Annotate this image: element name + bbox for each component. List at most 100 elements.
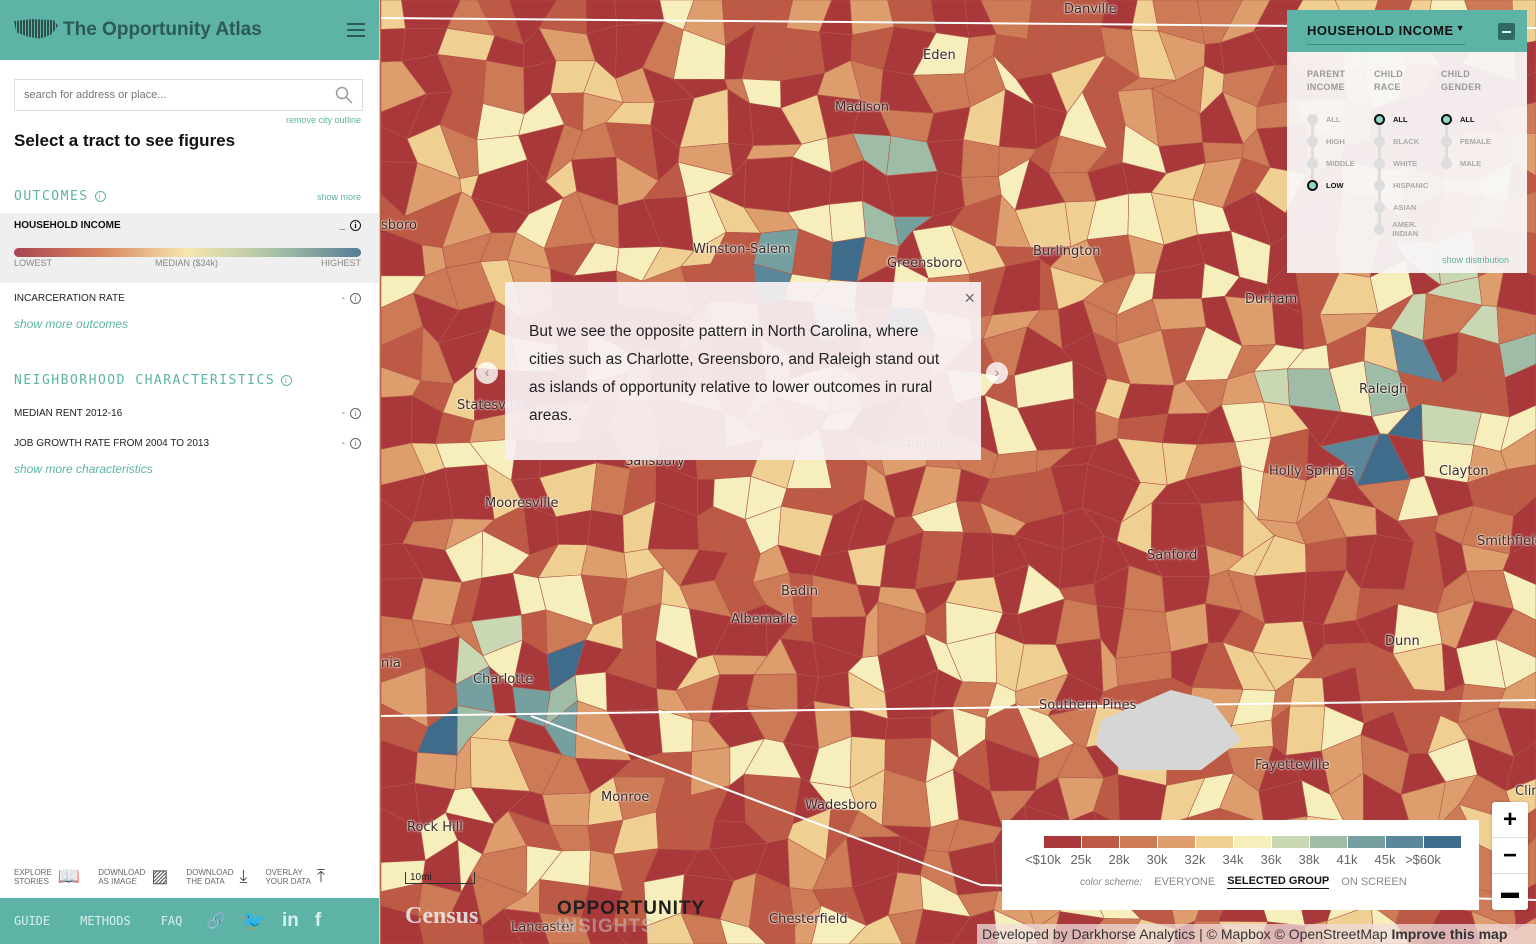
census-tract[interactable] [541, 792, 591, 826]
census-tract[interactable] [1500, 404, 1536, 453]
download-data-button[interactable]: DOWNLOAD THE DATA ⤓ [186, 866, 248, 886]
faq-link[interactable]: FAQ [160, 914, 183, 928]
slider-track[interactable] [1378, 116, 1381, 226]
close-icon[interactable]: × [964, 288, 975, 308]
filter-option[interactable]: ALL [1441, 108, 1508, 130]
census-tract[interactable] [961, 139, 1000, 178]
census-tract[interactable] [417, 915, 457, 944]
job-growth-item[interactable]: JOB GROWTH RATE FROM 2004 TO 2013 - i [0, 428, 379, 458]
show-more-characteristics-link[interactable]: show more characteristics [14, 462, 153, 476]
census-tract[interactable] [794, 904, 822, 944]
improve-map-link[interactable]: Improve this map [1391, 926, 1508, 942]
filter-option[interactable]: WHITE [1374, 152, 1441, 174]
outcome-dropdown[interactable]: HOUSEHOLD INCOME ▼ [1307, 23, 1465, 45]
census-tract[interactable] [1495, 638, 1536, 689]
census-tract[interactable] [748, 926, 796, 944]
info-icon[interactable]: i [350, 437, 361, 449]
zoom-out-button[interactable]: − [1492, 838, 1528, 874]
census-tract[interactable] [680, 912, 728, 944]
census-tract[interactable] [743, 156, 793, 213]
census-tract[interactable] [1505, 742, 1536, 792]
filter-option[interactable]: MIDDLE [1307, 152, 1374, 174]
census-tract[interactable] [646, 912, 695, 944]
census-tract[interactable] [884, 717, 932, 740]
census-tract[interactable] [611, 924, 648, 944]
hamburger-menu-icon[interactable] [347, 23, 365, 37]
download-image-button[interactable]: DOWNLOAD AS IMAGE ▨ [98, 866, 169, 886]
collapse-icon[interactable]: _ [339, 220, 345, 231]
filter-option[interactable]: MALE [1441, 152, 1508, 174]
census-tract[interactable] [1504, 363, 1536, 418]
census-tract[interactable] [1115, 608, 1172, 660]
census-tract[interactable] [580, 916, 627, 944]
census-tract[interactable] [1509, 496, 1536, 555]
previous-arrow-icon[interactable]: ‹ [476, 362, 498, 384]
filter-option[interactable]: AMER. INDIAN [1374, 218, 1441, 240]
census-tract[interactable] [930, 0, 970, 39]
scheme-on-screen[interactable]: ON SCREEN [1341, 876, 1407, 888]
census-tract[interactable] [1495, 608, 1536, 658]
info-icon[interactable]: i [94, 191, 106, 202]
link-icon[interactable]: 🔗 [206, 913, 227, 930]
census-tract[interactable] [1496, 306, 1536, 345]
filter-option[interactable]: FEMALE [1441, 130, 1508, 152]
info-icon[interactable]: i [350, 292, 361, 304]
census-tract[interactable] [1152, 298, 1207, 331]
guide-link[interactable]: GUIDE [14, 914, 51, 928]
census-tract[interactable] [538, 912, 592, 944]
census-tract[interactable] [811, 905, 867, 944]
filter-option[interactable]: ALL [1307, 108, 1374, 130]
incarceration-rate-item[interactable]: INCARCERATION RATE - i [0, 283, 379, 313]
scheme-selected-group[interactable]: SELECTED GROUP [1227, 875, 1330, 889]
census-tract[interactable] [1497, 707, 1536, 758]
census-tract[interactable] [614, 0, 665, 26]
linkedin-icon[interactable]: in [281, 910, 299, 931]
census-tract[interactable] [444, 464, 495, 520]
filter-option[interactable]: ASIAN [1374, 196, 1441, 218]
filter-option[interactable]: HIGH [1307, 130, 1374, 152]
scheme-everyone[interactable]: EVERYONE [1154, 876, 1216, 888]
filter-option[interactable]: HISPANIC [1374, 174, 1441, 196]
info-icon[interactable]: i [350, 220, 361, 231]
minimize-button[interactable] [1498, 22, 1515, 40]
us-reset-view-icon[interactable]: ▬ [1501, 882, 1519, 902]
slider-track[interactable] [1311, 116, 1314, 182]
census-tract[interactable] [719, 918, 767, 944]
facebook-icon[interactable]: f [314, 910, 322, 931]
median-rent-item[interactable]: MEDIAN RENT 2012-16 - i [0, 398, 379, 428]
filter-option[interactable]: BLACK [1374, 130, 1441, 152]
search-input[interactable] [24, 89, 335, 101]
filter-option[interactable]: ALL [1374, 108, 1441, 130]
explore-stories-button[interactable]: EXPLORE STORIES 📖 [14, 866, 81, 886]
census-tract[interactable] [448, 917, 485, 944]
twitter-icon[interactable]: 🐦 [242, 911, 266, 932]
next-arrow-icon[interactable]: › [986, 362, 1008, 384]
census-tract[interactable] [381, 905, 425, 944]
census-tract[interactable] [1506, 464, 1536, 517]
info-icon[interactable]: i [350, 407, 361, 419]
show-more-outcomes-link[interactable]: show more outcomes [14, 317, 129, 331]
census-tract[interactable] [1502, 569, 1536, 621]
show-more-link[interactable]: show more [316, 191, 361, 202]
methods-link[interactable]: METHODS [80, 914, 131, 928]
census-tract[interactable] [887, 908, 924, 944]
census-tract[interactable] [1289, 677, 1326, 707]
overlay-data-button[interactable]: OVERLAY YOUR DATA ⤒ [265, 866, 325, 886]
remove-city-outline-link[interactable]: remove city outline [285, 115, 361, 125]
search-icon[interactable] [335, 86, 353, 104]
census-tract[interactable] [780, 27, 826, 82]
census-tract[interactable] [886, 170, 938, 217]
census-tract[interactable] [1500, 429, 1536, 470]
census-tract[interactable] [381, 28, 406, 63]
census-tract[interactable] [381, 395, 413, 450]
census-tract[interactable] [915, 908, 972, 944]
census-tract[interactable] [828, 200, 866, 243]
census-tract[interactable] [503, 908, 550, 944]
census-tract[interactable] [848, 914, 903, 944]
household-income-item[interactable]: HOUSEHOLD INCOME _ i LOWEST MEDIAN ($34k) HI… [0, 213, 379, 283]
info-icon[interactable]: i [281, 375, 293, 386]
census-tract[interactable] [481, 908, 523, 944]
census-tract[interactable] [1498, 332, 1536, 379]
show-distribution-link[interactable]: show distribution [1441, 255, 1509, 265]
zoom-in-button[interactable]: + [1492, 802, 1528, 838]
